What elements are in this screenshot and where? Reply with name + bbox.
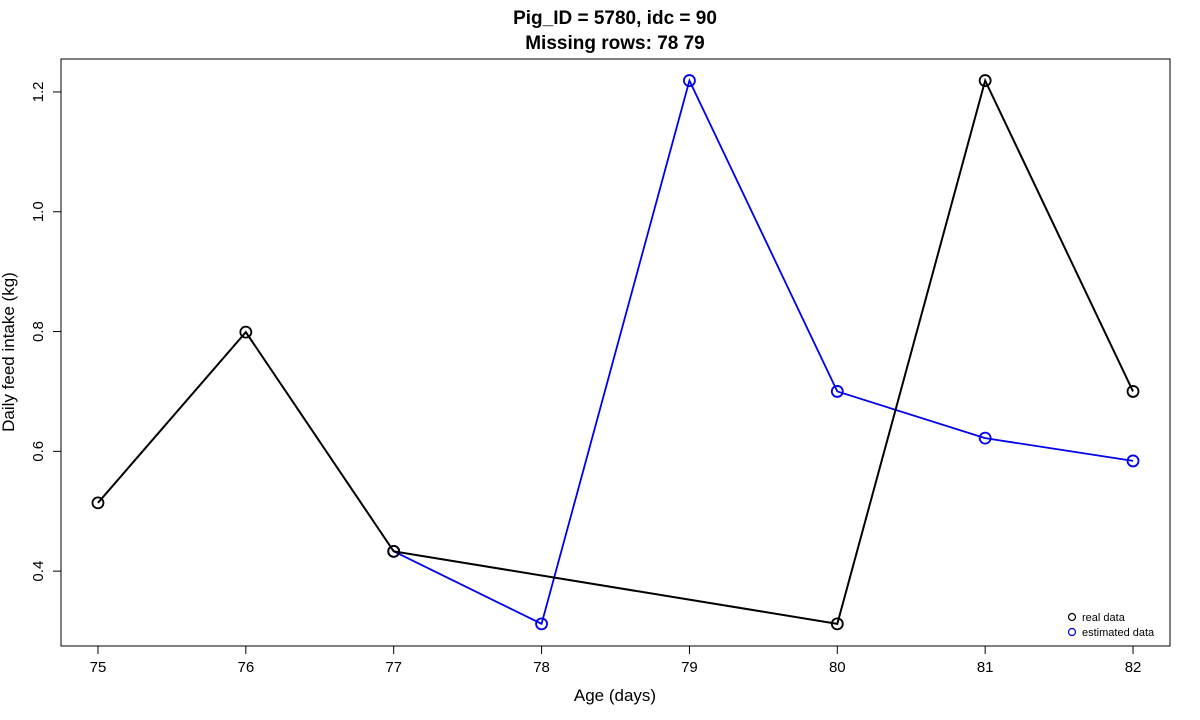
data-point-real [387, 544, 401, 558]
data-point-estimated [830, 385, 844, 398]
legend-marker-estimated [1067, 627, 1077, 637]
chart-title: Pig_ID = 5780, idc = 90 [513, 8, 717, 29]
chart-subtitle: Missing rows: 78 79 [525, 33, 705, 54]
x-axis-label: Age (days) [574, 686, 656, 705]
x-tick-label: 78 [533, 659, 550, 676]
series-line-real [97, 77, 1134, 625]
y-tick-label: 0.6 [30, 441, 47, 462]
legend-label-estimated: estimated data [1082, 627, 1155, 639]
x-tick-label: 82 [1125, 659, 1142, 676]
data-point-real [91, 496, 105, 510]
y-tick-label: 0.4 [30, 561, 47, 582]
y-tick-label: 1.0 [30, 201, 47, 222]
data-point-estimated [1126, 454, 1140, 468]
x-tick-label: 79 [681, 659, 698, 676]
y-axis-label: Daily feed intake (kg) [0, 272, 18, 432]
x-tick-label: 81 [977, 659, 994, 676]
legend-label-real: real data [1082, 612, 1126, 624]
series-layer [91, 74, 1140, 631]
x-tick-label: 76 [237, 659, 254, 676]
series-line-estimated [393, 77, 1134, 626]
x-tick-label: 80 [829, 659, 846, 676]
data-point-estimated [978, 431, 992, 445]
data-point-estimated [683, 74, 696, 87]
y-tick-label: 0.8 [30, 321, 47, 342]
data-point-estimated [535, 617, 548, 631]
data-point-real [239, 325, 253, 339]
legend-marker-real [1067, 612, 1077, 622]
y-axis: 0.4 0.6 0.8 1.0 1.2 [30, 82, 62, 582]
data-point-real [1126, 385, 1140, 398]
x-tick-label: 75 [90, 659, 107, 676]
y-tick-label: 1.2 [30, 82, 47, 103]
x-axis: 75 76 77 78 79 80 81 82 [90, 645, 1142, 676]
data-point-real [830, 617, 844, 631]
x-tick-label: 77 [385, 659, 402, 676]
data-point-real [978, 74, 992, 87]
legend: real data estimated data [1067, 612, 1155, 639]
